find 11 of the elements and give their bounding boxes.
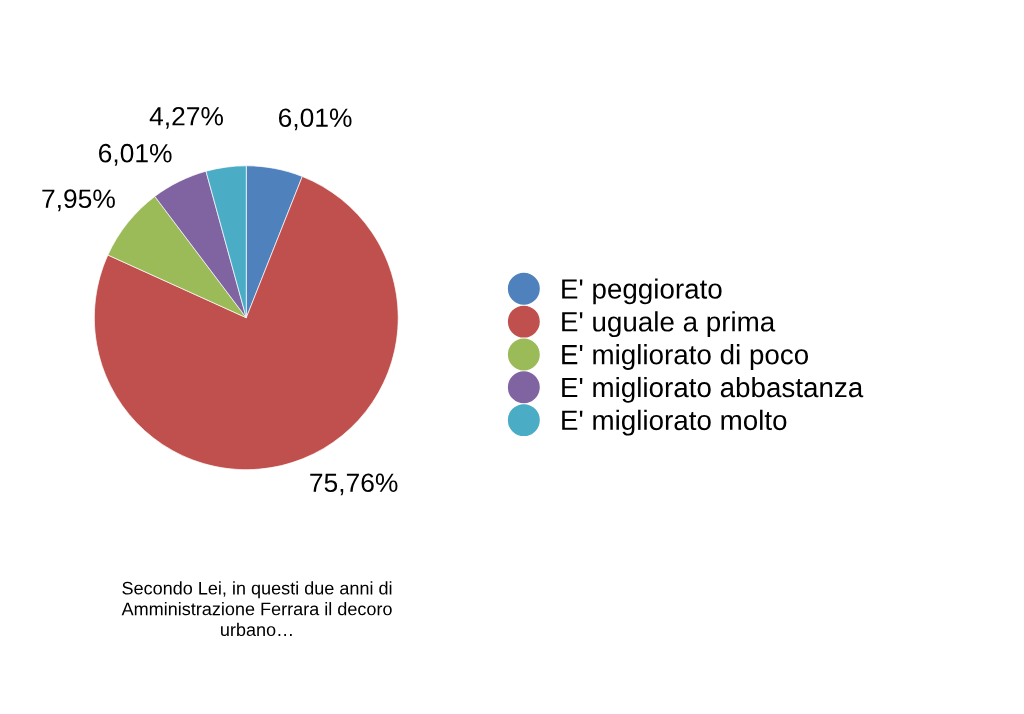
legend-label: E' migliorato abbastanza: [562, 376, 864, 403]
data-label: 6,01%: [99, 143, 172, 166]
text: Secondo Lei, in questi due anni di Amministrazione Ferrara il decoro urbano…: [121, 581, 392, 637]
data-label: 7,95%: [42, 189, 115, 212]
legend-label: E' uguale a prima: [562, 311, 776, 338]
data-label: 6,01%: [278, 108, 352, 131]
legend-label: E' migliorato molto: [562, 409, 787, 436]
legend-label: E' peggiorato: [562, 278, 722, 305]
data-label: 4,27%: [149, 106, 223, 129]
legend-label: E' migliorato di poco: [562, 344, 809, 370]
data-label: 75,76%: [310, 473, 398, 496]
